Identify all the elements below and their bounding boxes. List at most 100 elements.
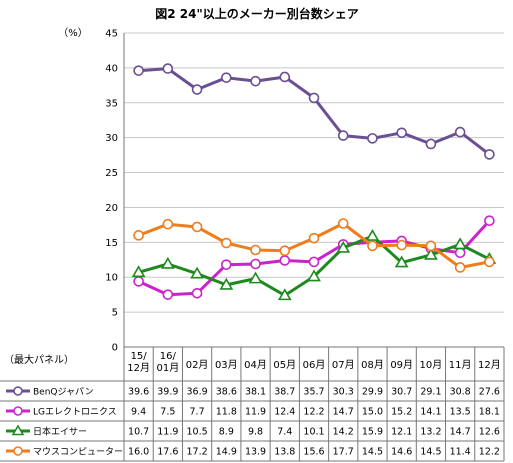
table-cell-value: 39.9 bbox=[157, 387, 178, 398]
x-tick-label: 09月 bbox=[390, 359, 413, 371]
data-point bbox=[454, 262, 466, 273]
table-cell-value: 15.6 bbox=[303, 447, 324, 458]
data-point bbox=[307, 269, 321, 282]
y-tick-label: 40 bbox=[105, 63, 118, 74]
table-cell-value: 30.8 bbox=[450, 387, 471, 398]
table-cell-value: 18.1 bbox=[479, 407, 500, 418]
data-point bbox=[162, 289, 174, 300]
series-line bbox=[138, 67, 491, 156]
y-tick-label: 25 bbox=[105, 168, 118, 179]
data-point bbox=[396, 127, 407, 139]
table-cell-value: 14.7 bbox=[333, 407, 354, 418]
data-point bbox=[337, 130, 349, 141]
data-point bbox=[279, 71, 291, 83]
data-point bbox=[484, 149, 495, 160]
data-point bbox=[221, 237, 232, 249]
table-cell-value: 36.9 bbox=[186, 387, 207, 398]
table-cell-value: 9.4 bbox=[131, 407, 146, 418]
data-point bbox=[131, 265, 146, 278]
x-tick-label: 06月 bbox=[303, 359, 326, 371]
table-cell-value: 14.6 bbox=[391, 447, 412, 458]
data-point bbox=[250, 244, 261, 256]
data-point bbox=[133, 65, 144, 76]
table-cell-value: 14.5 bbox=[420, 447, 441, 458]
table-cell-value: 35.7 bbox=[303, 387, 324, 398]
x-tick-label: 05月 bbox=[273, 359, 296, 371]
table-cell-value: 29.1 bbox=[420, 387, 441, 398]
data-point bbox=[336, 240, 351, 253]
data-point bbox=[277, 288, 292, 301]
legend-marker bbox=[13, 386, 23, 396]
y-unit-label: （%） bbox=[58, 27, 88, 39]
table-cell-value: 7.4 bbox=[277, 427, 292, 438]
table-cell-value: 38.6 bbox=[216, 387, 237, 398]
table-cell-value: 17.2 bbox=[186, 447, 207, 458]
data-point bbox=[162, 218, 174, 230]
table-cell-value: 29.9 bbox=[362, 387, 383, 398]
table-cell-value: 10.5 bbox=[186, 427, 207, 438]
table-cell-value: 12.2 bbox=[479, 447, 500, 458]
data-point bbox=[190, 266, 204, 279]
y-tick-label: 15 bbox=[105, 238, 118, 249]
x-tick-label: 16/ bbox=[160, 351, 177, 362]
x-tick-label: 04月 bbox=[244, 359, 267, 371]
data-point bbox=[279, 245, 291, 257]
chart-title: 図2 24"以上のメーカー別台数シェア bbox=[155, 6, 358, 21]
data-point bbox=[484, 256, 495, 268]
x-tick-label: 15/ bbox=[131, 351, 148, 362]
table-cell-value: 14.5 bbox=[362, 447, 383, 458]
table-cell-value: 10.7 bbox=[128, 427, 149, 438]
data-point bbox=[221, 72, 232, 83]
data-point bbox=[221, 259, 232, 270]
data-point bbox=[133, 230, 144, 241]
legend-label: マウスコンピューター bbox=[33, 447, 123, 458]
data-point bbox=[484, 215, 495, 227]
y-tick-label: 45 bbox=[105, 29, 118, 40]
data-point bbox=[454, 126, 466, 138]
table-cell-value: 15.9 bbox=[362, 427, 383, 438]
table-cell-value: 38.1 bbox=[245, 387, 266, 398]
table-cell-value: 38.7 bbox=[274, 387, 295, 398]
data-point bbox=[425, 240, 437, 252]
table-cell-value: 13.9 bbox=[245, 447, 266, 458]
data-point bbox=[394, 255, 409, 268]
table-cell-value: 30.3 bbox=[333, 387, 354, 398]
legend-marker bbox=[13, 406, 23, 416]
data-point bbox=[248, 271, 263, 284]
table-header: （最大パネル） bbox=[4, 353, 74, 366]
table-cell-value: 12.4 bbox=[274, 407, 295, 418]
table-cell-value: 14.1 bbox=[420, 407, 441, 418]
legend-marker bbox=[13, 446, 23, 456]
table-cell-value: 7.7 bbox=[190, 407, 205, 418]
data-point bbox=[337, 218, 349, 229]
x-tick-label: 02月 bbox=[186, 359, 209, 371]
table-cell-value: 12.6 bbox=[479, 427, 500, 438]
data-point bbox=[453, 237, 468, 250]
table-cell-value: 14.7 bbox=[450, 427, 471, 438]
table-cell-value: 8.9 bbox=[219, 427, 234, 438]
x-tick-label: 08月 bbox=[361, 359, 384, 371]
x-tick-label: 01月 bbox=[156, 362, 179, 374]
table-cell-value: 9.8 bbox=[248, 427, 263, 438]
y-tick-label: 35 bbox=[105, 98, 118, 109]
data-point bbox=[191, 287, 203, 299]
y-tick-label: 10 bbox=[105, 273, 118, 284]
data-point bbox=[367, 133, 378, 144]
x-tick-label: 12月 bbox=[478, 359, 501, 371]
data-point bbox=[250, 75, 261, 87]
data-point bbox=[279, 255, 291, 266]
y-tick-label: 30 bbox=[105, 133, 118, 144]
table-cell-value: 11.9 bbox=[157, 427, 178, 438]
data-point bbox=[424, 247, 438, 260]
data-point bbox=[425, 138, 437, 150]
data-point bbox=[308, 256, 320, 268]
table-cell-value: 7.5 bbox=[160, 407, 175, 418]
legend-marker bbox=[11, 424, 25, 436]
data-point bbox=[160, 256, 175, 269]
data-point bbox=[191, 84, 203, 95]
table-cell-value: 15.2 bbox=[391, 407, 412, 418]
table-cell-value: 13.5 bbox=[450, 407, 471, 418]
data-point bbox=[367, 240, 378, 252]
data-point bbox=[133, 276, 144, 287]
